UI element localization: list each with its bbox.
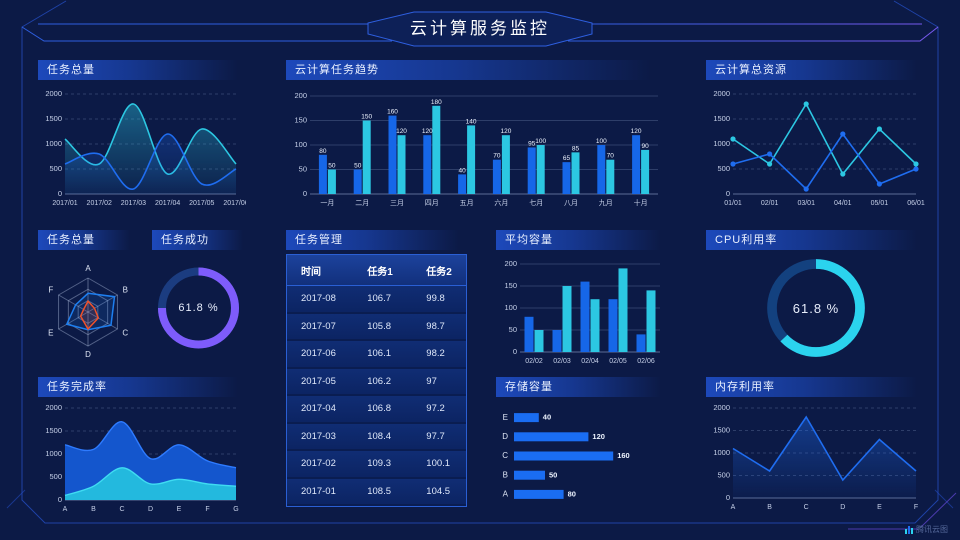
tencent-cloud-logo: 腾讯云图 (905, 524, 948, 535)
panel-title-avg-capacity: 平均容量 (496, 230, 668, 250)
avg-capacity-bar-chart (496, 252, 668, 366)
panel-title-cpu-usage: CPU利用率 (706, 230, 926, 250)
panel-title-task-management: 任务管理 (286, 230, 466, 250)
panel-title-cloud-total-resource: 云计算总资源 (706, 60, 926, 80)
table-row: 2017-07 105.8 98.7 (287, 313, 466, 341)
logo-text: 腾讯云图 (916, 525, 948, 534)
cloud-task-trend-bar-chart (286, 84, 666, 208)
panel-title-cloud-task-trend: 云计算任务趋势 (286, 60, 666, 80)
table-row: 2017-03 108.4 97.7 (287, 423, 466, 451)
task-success-value: 61.8 % (178, 302, 219, 314)
panel-title-task-total-trend: 任务总量 (38, 60, 246, 80)
table-row: 2017-01 108.5 104.5 (287, 478, 466, 506)
task-table: 时间 任务1 任务2 2017-08 106.7 99.8 2017-07 105.8 98.… (286, 254, 467, 507)
task-total-radar-chart (38, 250, 138, 368)
logo-bars-icon (905, 525, 913, 534)
panel-title-task-completion: 任务完成率 (38, 377, 246, 397)
cpu-usage-value: 61.8 % (792, 300, 840, 316)
cloud-total-resource-line-chart (706, 84, 926, 208)
panel-title-storage-capacity: 存储容量 (496, 377, 668, 397)
table-row: 2017-02 109.3 100.1 (287, 451, 466, 479)
table-row: 2017-05 106.2 97 (287, 368, 466, 396)
panel-title-task-total-radar: 任务总量 (38, 230, 134, 250)
task-table-header: 时间 任务1 任务2 (287, 255, 466, 286)
task-total-area-chart (38, 84, 246, 208)
storage-capacity-hbar-chart (496, 398, 668, 512)
table-row: 2017-04 106.8 97.2 (287, 396, 466, 424)
page-title: 云计算服务监控 (410, 19, 550, 38)
task-table-body: 2017-08 106.7 99.8 2017-07 105.8 98.7 2017-06 1… (287, 286, 466, 506)
table-row: 2017-08 106.7 99.8 (287, 286, 466, 314)
memory-usage-line-chart (706, 398, 926, 512)
panel-title-memory-usage: 内存利用率 (706, 377, 926, 397)
panel-title-task-success: 任务成功 (152, 230, 247, 250)
task-completion-area-chart (38, 398, 246, 514)
table-row: 2017-06 106.1 98.2 (287, 341, 466, 369)
